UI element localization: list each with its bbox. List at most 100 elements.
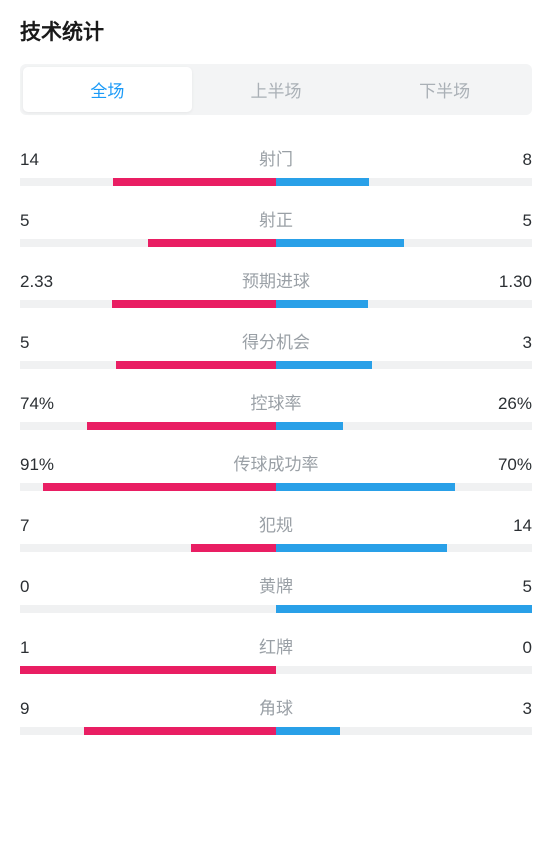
stat-header: 1红牌0 bbox=[20, 633, 532, 658]
stat-bars bbox=[20, 361, 532, 369]
bar-right-fill bbox=[276, 544, 447, 552]
stat-bars bbox=[20, 727, 532, 735]
stat-header: 9角球3 bbox=[20, 694, 532, 719]
stat-name: 角球 bbox=[70, 694, 482, 719]
bar-right-track bbox=[276, 727, 532, 735]
tabs-container: 全场上半场下半场 bbox=[20, 64, 532, 115]
bar-right-fill bbox=[276, 300, 368, 308]
bar-left-fill bbox=[84, 727, 276, 735]
stat-right-value: 0 bbox=[482, 638, 532, 658]
stat-header: 5得分机会3 bbox=[20, 328, 532, 353]
bar-right-fill bbox=[276, 361, 372, 369]
bar-right-fill bbox=[276, 178, 369, 186]
bar-right-track bbox=[276, 239, 532, 247]
tab-0[interactable]: 全场 bbox=[23, 67, 192, 112]
bar-right-track bbox=[276, 300, 532, 308]
bar-left-fill bbox=[191, 544, 276, 552]
stat-left-value: 5 bbox=[20, 333, 70, 353]
bar-right-track bbox=[276, 178, 532, 186]
tab-1[interactable]: 上半场 bbox=[192, 67, 361, 112]
bar-left-fill bbox=[112, 300, 276, 308]
stat-bars bbox=[20, 544, 532, 552]
bar-left-track bbox=[20, 361, 276, 369]
stat-bars bbox=[20, 666, 532, 674]
bar-left-track bbox=[20, 239, 276, 247]
bar-right-fill bbox=[276, 422, 343, 430]
stat-bars bbox=[20, 605, 532, 613]
stat-row: 9角球3 bbox=[20, 674, 532, 735]
stat-name: 预期进球 bbox=[70, 267, 482, 292]
page-title: 技术统计 bbox=[20, 16, 532, 46]
stat-name: 传球成功率 bbox=[70, 450, 482, 475]
bar-left-fill bbox=[20, 666, 276, 674]
bar-right-fill bbox=[276, 605, 532, 613]
stat-row: 14射门8 bbox=[20, 125, 532, 186]
bar-right-track bbox=[276, 605, 532, 613]
stat-row: 7犯规14 bbox=[20, 491, 532, 552]
bar-left-track bbox=[20, 666, 276, 674]
stat-bars bbox=[20, 422, 532, 430]
stat-right-value: 8 bbox=[482, 150, 532, 170]
bar-left-fill bbox=[116, 361, 276, 369]
stat-name: 射门 bbox=[70, 145, 482, 170]
stat-bars bbox=[20, 300, 532, 308]
stat-left-value: 0 bbox=[20, 577, 70, 597]
stat-right-value: 5 bbox=[482, 577, 532, 597]
bar-right-track bbox=[276, 666, 532, 674]
stat-header: 74%控球率26% bbox=[20, 389, 532, 414]
stat-name: 控球率 bbox=[70, 389, 482, 414]
stat-header: 7犯规14 bbox=[20, 511, 532, 536]
stat-left-value: 1 bbox=[20, 638, 70, 658]
stat-name: 得分机会 bbox=[70, 328, 482, 353]
stat-name: 黄牌 bbox=[70, 572, 482, 597]
stat-name: 红牌 bbox=[70, 633, 482, 658]
bar-left-track bbox=[20, 605, 276, 613]
stat-row: 74%控球率26% bbox=[20, 369, 532, 430]
stat-left-value: 2.33 bbox=[20, 272, 70, 292]
stat-left-value: 74% bbox=[20, 394, 70, 414]
bar-left-track bbox=[20, 544, 276, 552]
stat-left-value: 91% bbox=[20, 455, 70, 475]
stat-bars bbox=[20, 178, 532, 186]
bar-left-fill bbox=[148, 239, 276, 247]
stat-header: 91%传球成功率70% bbox=[20, 450, 532, 475]
bar-left-fill bbox=[113, 178, 276, 186]
bar-left-track bbox=[20, 483, 276, 491]
stat-left-value: 5 bbox=[20, 211, 70, 231]
stat-name: 犯规 bbox=[70, 511, 482, 536]
bar-left-track bbox=[20, 422, 276, 430]
stat-left-value: 7 bbox=[20, 516, 70, 536]
stat-row: 1红牌0 bbox=[20, 613, 532, 674]
stats-list: 14射门85射正52.33预期进球1.305得分机会374%控球率26%91%传… bbox=[20, 125, 532, 735]
stat-right-value: 26% bbox=[482, 394, 532, 414]
stat-row: 0黄牌5 bbox=[20, 552, 532, 613]
stat-row: 5射正5 bbox=[20, 186, 532, 247]
stat-header: 0黄牌5 bbox=[20, 572, 532, 597]
stat-right-value: 3 bbox=[482, 699, 532, 719]
bar-right-fill bbox=[276, 239, 404, 247]
stat-left-value: 9 bbox=[20, 699, 70, 719]
bar-right-fill bbox=[276, 483, 455, 491]
stat-right-value: 3 bbox=[482, 333, 532, 353]
stat-bars bbox=[20, 483, 532, 491]
tab-2[interactable]: 下半场 bbox=[360, 67, 529, 112]
bar-right-track bbox=[276, 483, 532, 491]
stat-header: 5射正5 bbox=[20, 206, 532, 231]
bar-right-track bbox=[276, 361, 532, 369]
stat-row: 91%传球成功率70% bbox=[20, 430, 532, 491]
stat-row: 2.33预期进球1.30 bbox=[20, 247, 532, 308]
stat-right-value: 1.30 bbox=[482, 272, 532, 292]
bar-left-track bbox=[20, 300, 276, 308]
stat-right-value: 14 bbox=[482, 516, 532, 536]
bar-right-track bbox=[276, 422, 532, 430]
bar-left-track bbox=[20, 178, 276, 186]
stat-row: 5得分机会3 bbox=[20, 308, 532, 369]
stat-header: 14射门8 bbox=[20, 145, 532, 170]
stat-left-value: 14 bbox=[20, 150, 70, 170]
bar-left-track bbox=[20, 727, 276, 735]
stat-header: 2.33预期进球1.30 bbox=[20, 267, 532, 292]
bar-right-fill bbox=[276, 727, 340, 735]
bar-left-fill bbox=[87, 422, 276, 430]
stat-right-value: 70% bbox=[482, 455, 532, 475]
bar-right-track bbox=[276, 544, 532, 552]
